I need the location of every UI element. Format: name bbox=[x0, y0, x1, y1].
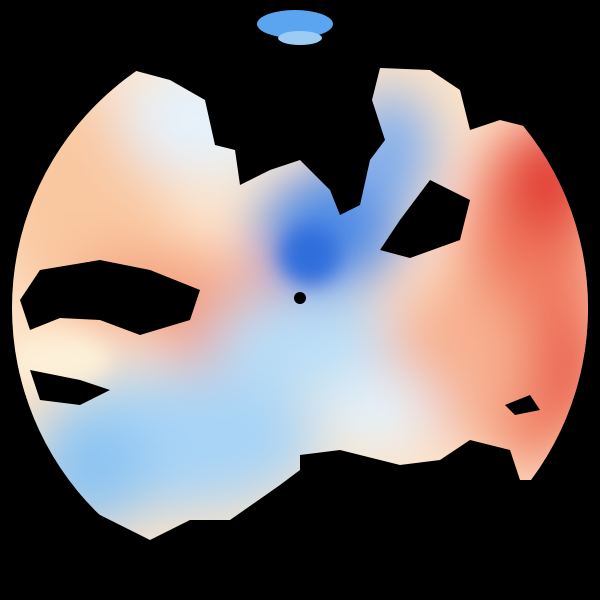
top-echo bbox=[257, 10, 333, 45]
